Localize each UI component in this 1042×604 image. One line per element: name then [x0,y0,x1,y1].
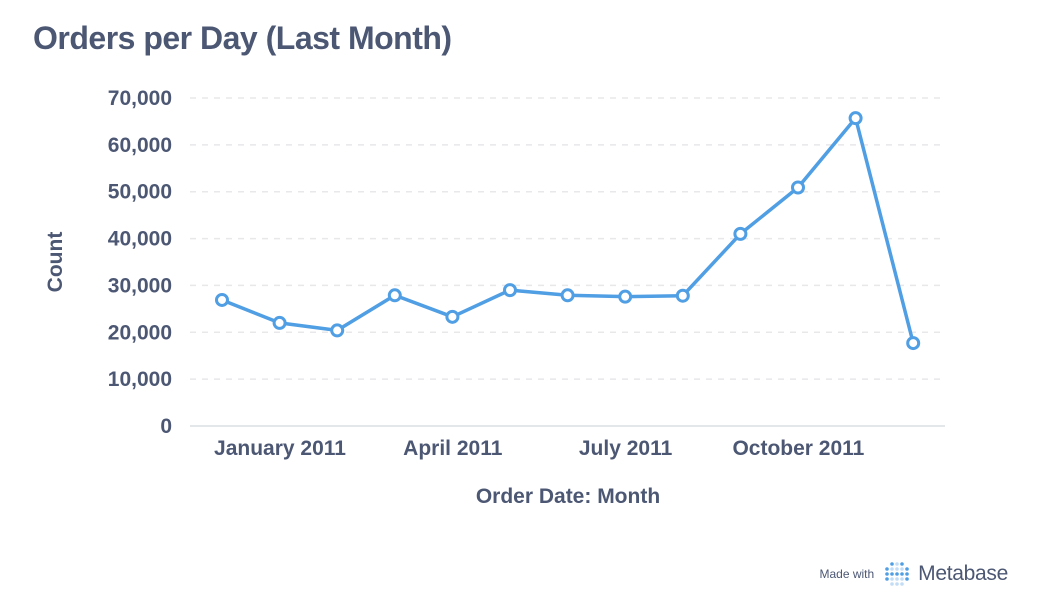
metabase-brand-text[interactable]: Metabase [918,562,1008,585]
data-point[interactable] [848,111,863,126]
x-tick-label: January 2011 [214,437,346,460]
y-axis-ticks: 0 10,000 20,000 30,000 40,000 50,000 60,000 70,… [108,87,172,438]
data-point[interactable] [906,336,921,351]
y-tick-label: 30,000 [108,274,172,297]
data-point[interactable] [791,180,805,195]
footer: Made with Metabase [819,560,1008,588]
y-tick-label: 10,000 [108,368,172,391]
y-tick-label: 60,000 [108,134,172,157]
data-point[interactable] [618,289,633,304]
x-tick-label: April 2011 [403,437,503,460]
y-tick-label: 50,000 [108,181,172,204]
made-with-text: Made with [819,567,875,581]
x-axis-label: Order Date: Month [476,485,660,508]
data-point[interactable] [272,315,287,330]
data-point[interactable] [675,288,690,303]
y-tick-label: 40,000 [108,228,172,251]
gridlines [190,97,945,427]
y-tick-label: 70,000 [108,87,172,110]
y-tick-label: 0 [160,415,172,438]
series-count [215,111,921,351]
x-axis-ticks: January 2011 April 2011 July 2011 October 2… [214,437,865,460]
x-tick-label: October 2011 [732,437,864,460]
data-point[interactable] [560,288,575,303]
chart-title: Orders per Day (Last Month) [33,20,452,56]
metabase-logo-icon[interactable] [884,561,910,587]
x-tick-label: July 2011 [579,437,673,460]
data-point[interactable] [445,309,460,324]
series-line [220,116,915,345]
y-tick-label: 20,000 [108,321,172,344]
data-point[interactable] [330,323,345,338]
data-point[interactable] [733,226,748,241]
data-point[interactable] [387,288,402,303]
y-axis-label: Count [44,232,67,293]
data-point[interactable] [503,283,517,298]
data-point[interactable] [215,292,229,307]
